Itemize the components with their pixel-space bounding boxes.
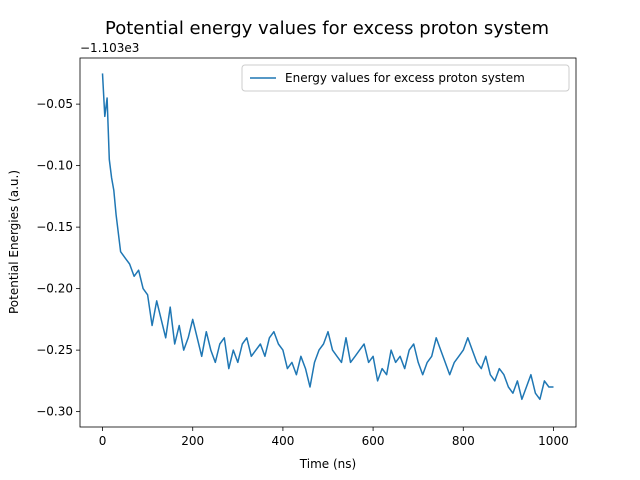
y-axis-label: Potential Energies (a.u.) bbox=[7, 170, 21, 314]
x-axis-label: Time (ns) bbox=[299, 457, 356, 471]
chart-title: Potential energy values for excess proto… bbox=[105, 18, 549, 39]
legend-box bbox=[241, 64, 570, 92]
legend: Energy values for excess proton system bbox=[241, 64, 570, 92]
x-tick-label: 800 bbox=[452, 434, 475, 448]
legend-label: Energy values for excess proton system bbox=[285, 71, 525, 85]
plot-frame bbox=[79, 57, 577, 428]
x-tick-label: 200 bbox=[181, 434, 204, 448]
y-axis-ticks: −0.05 −0.10 −0.15 −0.20 −0.25 −0.30 bbox=[36, 97, 80, 419]
x-tick-label: 1000 bbox=[538, 434, 569, 448]
y-tick-label: −0.25 bbox=[36, 343, 73, 357]
x-axis-ticks: 0 200 400 600 800 1000 bbox=[99, 427, 569, 448]
y-tick-label: −0.10 bbox=[36, 159, 73, 173]
plot-area bbox=[80, 58, 576, 427]
y-tick-label: −0.20 bbox=[36, 282, 73, 296]
x-tick-label: 0 bbox=[99, 434, 107, 448]
y-offset-label: −1.103e3 bbox=[80, 41, 139, 55]
x-tick-label: 400 bbox=[271, 434, 294, 448]
y-tick-label: −0.05 bbox=[36, 97, 73, 111]
y-tick-label: −0.15 bbox=[36, 220, 73, 234]
x-tick-label: 600 bbox=[362, 434, 385, 448]
energy-series-line bbox=[101, 73, 554, 401]
y-tick-label: −0.30 bbox=[36, 405, 73, 419]
